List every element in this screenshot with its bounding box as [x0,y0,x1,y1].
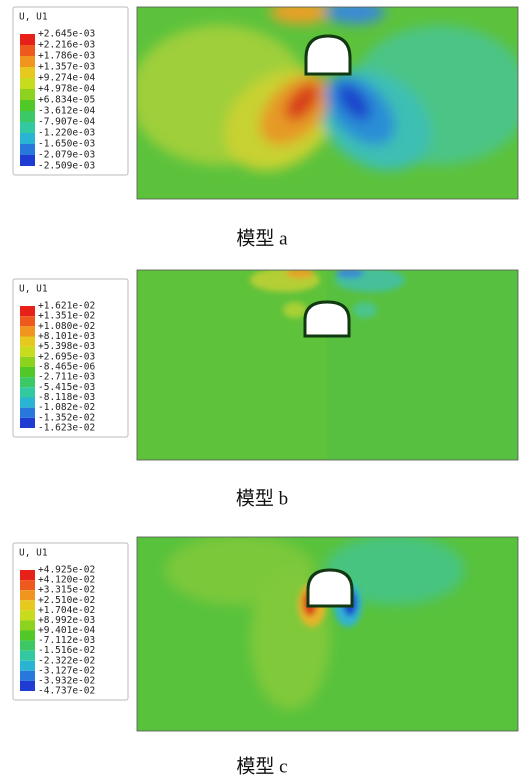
legend-box [12,278,129,438]
legend-label: +6.834e-05 [38,95,95,106]
legend-swatch [20,407,35,418]
legend-swatch [20,34,35,45]
legend-title: U, U1 [19,284,48,295]
legend-swatch [20,680,35,691]
legend-label: +1.621e-02 [38,301,95,312]
legend-label: -1.650e-03 [38,139,95,150]
legend-label: +1.786e-03 [38,51,95,62]
legend-swatch [20,356,35,367]
legend-label: -3.612e-04 [38,106,95,117]
legend-swatch [20,580,35,591]
legend-label: -8.465e-06 [38,362,95,373]
legend-label: -1.516e-02 [38,645,95,656]
legend-label: +1.351e-02 [38,311,95,322]
legend-label: -1.082e-02 [38,402,95,413]
legend-swatch [20,620,35,631]
legend-label: -7.907e-04 [38,117,95,128]
legend-label: +8.992e-03 [38,615,95,626]
legend-label: +4.978e-04 [38,84,95,95]
legend-label: +4.925e-02 [38,565,95,576]
legend-swatch [20,326,35,337]
legend-label: +1.704e-02 [38,605,95,616]
legend-title: U, U1 [19,12,48,23]
legend-swatch [20,387,35,398]
legend-swatch [20,144,35,155]
legend-label: +8.101e-03 [38,331,95,342]
legend-swatch [20,78,35,89]
legend-swatch [20,316,35,327]
legend-swatch [20,630,35,641]
legend-swatch [20,570,35,581]
legend-swatch [20,610,35,621]
legend-label: +9.401e-04 [38,625,95,636]
legend-swatch [20,367,35,378]
legend-label: +1.357e-03 [38,62,95,73]
legend-swatch [20,155,35,166]
legend-swatch [20,133,35,144]
contour-plot [137,7,518,199]
legend-label: -5.415e-03 [38,382,95,393]
legend-label: -4.737e-02 [38,686,95,697]
legend-swatch [20,650,35,661]
contour-plot [137,537,518,731]
legend-label: +2.695e-03 [38,351,95,362]
legend-box [12,542,129,701]
legend-swatch [20,45,35,56]
legend-label: +3.315e-02 [38,585,95,596]
legend-label: -3.932e-02 [38,675,95,686]
legend-label: -7.112e-03 [38,635,95,646]
legend-label: +2.510e-02 [38,595,95,606]
legend-swatch [20,122,35,133]
legend-label: -3.127e-02 [38,665,95,676]
legend-label: -1.623e-02 [38,423,95,434]
legend-swatch [20,100,35,111]
legend-swatch [20,397,35,408]
legend-swatch [20,660,35,671]
legend-label: -2.322e-02 [38,655,95,666]
legend-swatch [20,346,35,357]
legend-swatch [20,600,35,611]
caption: 模型 b [236,487,288,509]
legend-swatch [20,306,35,317]
legend-label: -1.220e-03 [38,128,95,139]
legend-label: -2.079e-03 [38,150,95,161]
legend-label: +1.080e-02 [38,321,95,332]
legend-label: +4.120e-02 [38,575,95,586]
legend-swatch [20,670,35,681]
legend-swatch [20,590,35,601]
legend-label: -2.711e-03 [38,372,95,383]
legend-swatch [20,336,35,347]
legend-label: +9.274e-04 [38,73,95,84]
legend-label: -8.118e-03 [38,392,95,403]
legend-label: -2.509e-03 [38,161,95,172]
legend-title: U, U1 [19,548,48,559]
legend-label: +2.216e-03 [38,40,95,51]
caption: 模型 c [236,755,287,777]
legend-swatch [20,640,35,651]
legend-swatch [20,89,35,100]
legend-box [12,6,129,176]
caption: 模型 a [236,227,288,249]
legend-swatch [20,417,35,428]
contour-plot [137,270,518,460]
legend-swatch [20,56,35,67]
legend-label: -1.352e-02 [38,412,95,423]
legend-label: +5.398e-03 [38,341,95,352]
legend-label: +2.645e-03 [38,29,95,40]
legend-swatch [20,377,35,388]
legend-swatch [20,111,35,122]
legend-swatch [20,67,35,78]
